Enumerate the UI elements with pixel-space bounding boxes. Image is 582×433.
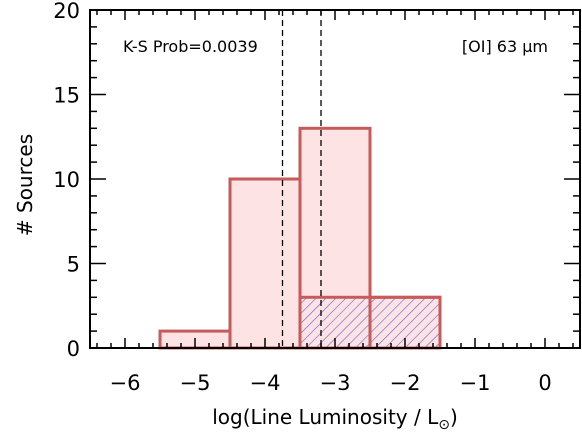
- x-tick-label: −2: [390, 371, 421, 395]
- x-axis-label-close: ): [450, 405, 458, 429]
- y-tick-label: 10: [53, 168, 80, 192]
- line-label-annotation: [OI] 63 μm: [462, 37, 548, 56]
- x-tick-label: −6: [110, 371, 141, 395]
- tick-labels-layer: −6 −5 −4 −3 −2 −1 0 0 5 10 15 20: [53, 0, 551, 395]
- y-tick-label: 20: [53, 0, 80, 23]
- ticks-layer: [90, 10, 580, 348]
- x-tick-label: −4: [250, 371, 281, 395]
- reference-lines-layer: [281, 10, 322, 348]
- x-axis-label: log(Line Luminosity / L⊙): [212, 405, 458, 433]
- x-tick-label: 0: [538, 371, 551, 395]
- x-axis-label-sun-symbol: ⊙: [438, 417, 450, 433]
- x-axis-label-main: log(Line Luminosity / L: [212, 405, 439, 429]
- y-tick-label: 5: [67, 253, 80, 277]
- x-tick-label: −3: [320, 371, 351, 395]
- y-tick-label: 0: [67, 337, 80, 361]
- histogram-bar-2: [228, 177, 302, 350]
- x-tick-label: −1: [460, 371, 491, 395]
- x-tick-label: −5: [180, 371, 211, 395]
- ks-probability-annotation: K-S Prob=0.0039: [123, 37, 258, 56]
- y-tick-label: 15: [53, 84, 80, 108]
- y-axis-label: # Sources: [13, 134, 37, 236]
